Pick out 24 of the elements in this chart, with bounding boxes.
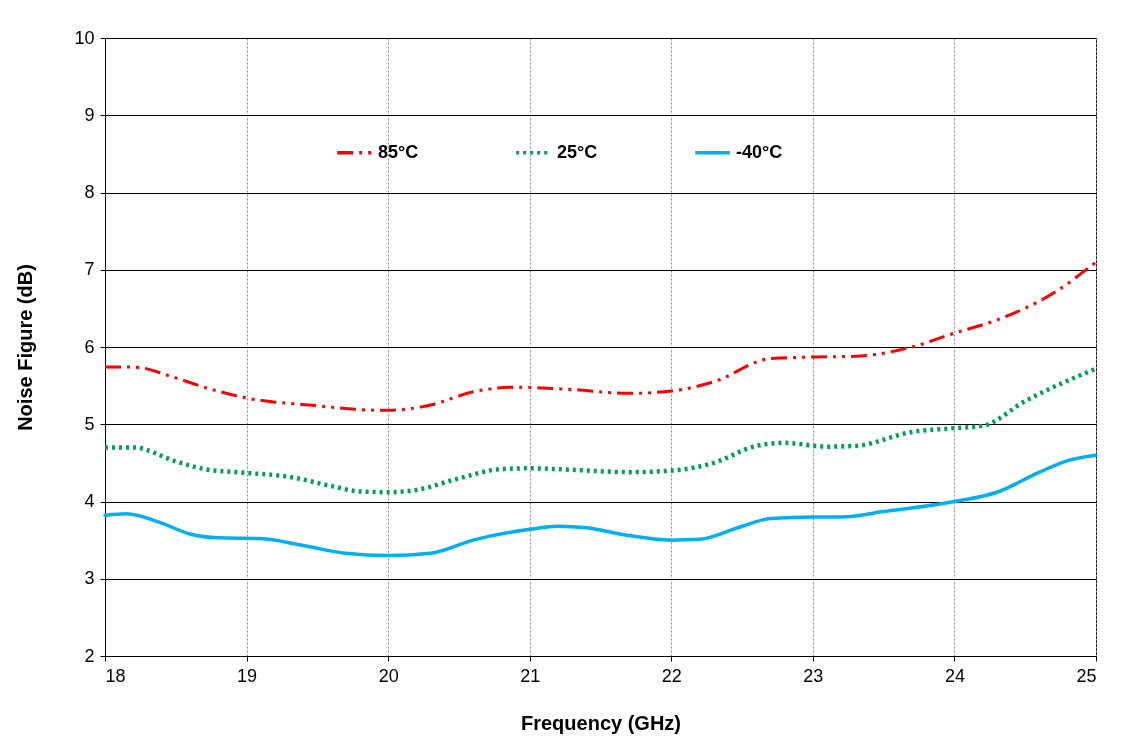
x-tick-label: 19 (237, 665, 258, 686)
x-tick-label: 25 (1076, 665, 1097, 686)
y-tick-label: 3 (84, 568, 95, 589)
y-axis-title: Noise Figure (dB) (14, 264, 37, 431)
y-tick-label: 5 (84, 413, 95, 434)
y-tick-label: 10 (74, 27, 95, 48)
x-tick-label: 20 (378, 665, 399, 686)
legend-label: -40°C (736, 141, 783, 162)
line-series (103, 260, 1098, 412)
x-axis-title: Frequency (GHz) (520, 711, 682, 734)
y-tick-label: 9 (84, 104, 95, 125)
y-tick-label: 2 (84, 645, 95, 666)
x-tick-label: 24 (944, 665, 965, 686)
x-tick-label: 23 (803, 665, 824, 686)
y-tick-label: 4 (84, 491, 95, 511)
y-tick-label: 6 (84, 336, 95, 357)
y-tick-label: 8 (84, 182, 95, 202)
x-tick-label: 22 (661, 665, 682, 686)
x-tick-label: 18 (105, 665, 126, 686)
line-series (103, 453, 1098, 558)
x-tick-label: 21 (520, 665, 541, 686)
legend-label: 85°C (378, 141, 419, 162)
y-tick-label: 7 (84, 259, 95, 280)
legend-label: 25°C (557, 141, 598, 162)
